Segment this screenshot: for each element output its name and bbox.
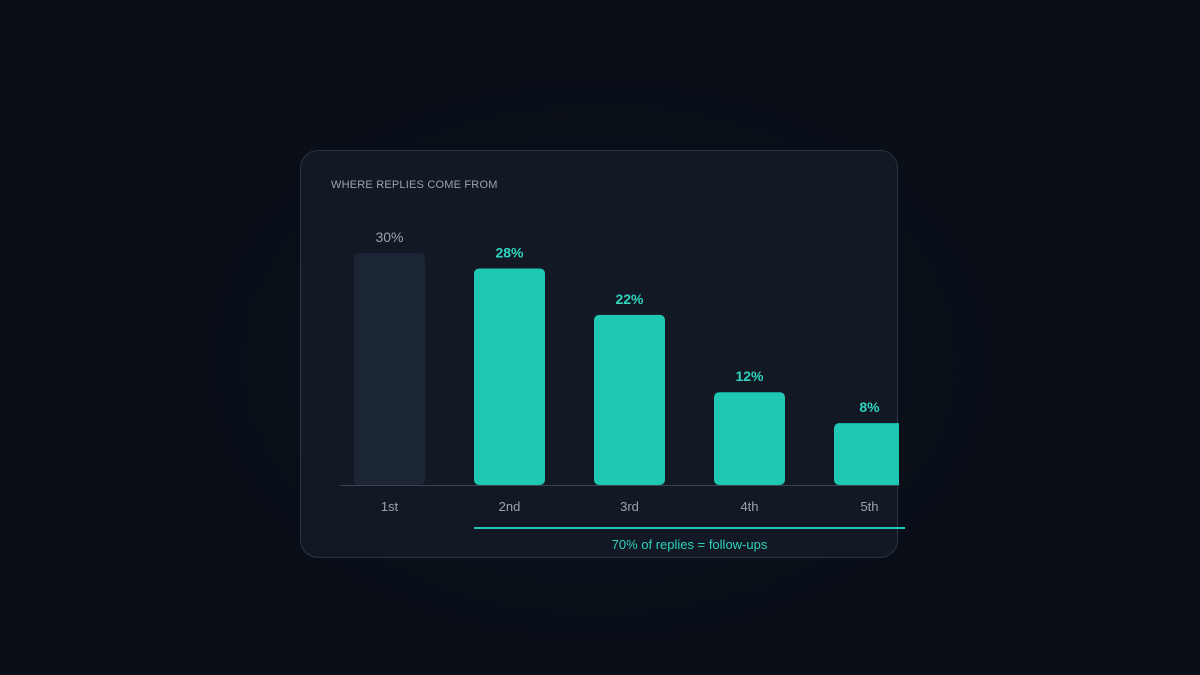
bar-4th: [714, 392, 785, 485]
value-label-3rd: 22%: [615, 291, 644, 307]
value-label-1st: 30%: [375, 229, 403, 245]
bar-chart: 30% 1st 28% 2nd 22% 3rd 12% 4th 8% 5th: [340, 229, 899, 514]
followup-bracket-line: [474, 527, 905, 529]
chart-card: WHERE REPLIES COME FROM 30% 1st 28% 2nd 22% 3…: [300, 150, 905, 558]
category-label-1st: 1st: [381, 499, 399, 514]
value-label-5th: 8%: [859, 399, 880, 415]
bar-5th: [834, 423, 899, 485]
value-label-2nd: 28%: [495, 244, 524, 260]
category-label-3rd: 3rd: [620, 499, 639, 514]
chart-title: WHERE REPLIES COME FROM: [331, 179, 498, 191]
category-label-4th: 4th: [740, 499, 758, 514]
category-label-2nd: 2nd: [499, 499, 521, 514]
category-label-5th: 5th: [860, 499, 878, 514]
bar-1st: [354, 253, 425, 485]
followup-annotation: 70% of replies = follow-ups: [611, 537, 768, 552]
bar-2nd: [474, 268, 545, 485]
value-label-4th: 12%: [735, 368, 764, 384]
bar-3rd: [594, 314, 665, 485]
